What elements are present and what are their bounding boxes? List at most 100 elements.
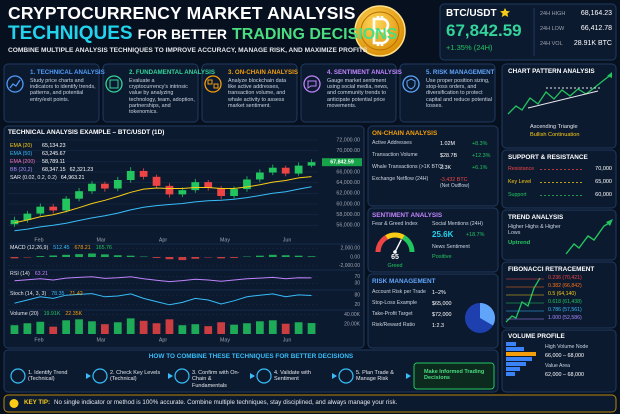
title-part: TECHNIQUES (8, 23, 133, 44)
panel-title: CHART PATTERN ANALYSIS (508, 68, 595, 75)
stat-value: 28.91K BTC (573, 40, 612, 47)
indicator-bar (204, 326, 213, 334)
y-tick-label: 30 (354, 281, 360, 287)
card (399, 63, 496, 123)
onchain-panel (367, 125, 499, 207)
pattern-panel (501, 63, 617, 149)
technique-title: 5. RISK MANAGEMENT (426, 69, 495, 76)
level-value: 60,000 (595, 192, 612, 198)
news-value: Positive (432, 254, 452, 260)
risk-label: Risk/Reward Ratio (372, 322, 415, 328)
panel-title: SUPPORT & RESISTANCE (508, 154, 588, 161)
indicator-value: 78.35 (51, 291, 65, 297)
price: 67,842.59 (446, 21, 522, 40)
candle-body (88, 183, 96, 192)
y-tick-label: 60,000.00 (336, 201, 360, 207)
y-tick-label: 40.00K (344, 312, 361, 318)
stat-label: 24H LOW (540, 26, 565, 32)
social-value: 25.6K (432, 230, 454, 239)
legend-value: 65,134.23 (42, 143, 66, 149)
indicator-bar (113, 255, 122, 257)
indicator-bar (126, 318, 135, 334)
step-icons (10, 368, 354, 384)
indicator-bar (152, 323, 161, 334)
y-tick-label: 66,000.00 (336, 169, 360, 175)
subtitle: COMBINE MULTIPLE ANALYSIS TECHNIQUES TO … (8, 47, 368, 54)
month-label: Jun (283, 337, 292, 343)
candle-body (281, 167, 290, 174)
price-tag (322, 158, 362, 167)
indicator-bar (294, 255, 303, 257)
candle-body (75, 191, 83, 199)
profile-bar (506, 352, 536, 356)
technique-title: 4. SENTIMENT ANALYSIS (327, 69, 402, 76)
trend-line (565, 221, 612, 255)
indicator-line (14, 276, 312, 283)
steps-panel (3, 349, 499, 393)
arrow (406, 373, 411, 379)
indicator-value: 512.45 (53, 245, 70, 251)
indicator-line (14, 293, 312, 306)
social-label: Social Mentions (24H) (432, 221, 484, 227)
month-label: Apr (159, 337, 167, 343)
indicator-value: 22.35K (65, 311, 83, 317)
stat-value: 68,164.23 (580, 10, 612, 17)
icon (204, 75, 222, 93)
indicator-bar (307, 323, 316, 334)
icon (105, 75, 123, 93)
y-tick-label: -2,000.00 (339, 263, 360, 269)
ticker-panel (439, 3, 617, 61)
indicator-value: 19.91K (43, 311, 61, 317)
ema-line (14, 186, 312, 232)
metric-label: Active Addresses (372, 140, 412, 146)
risk-label: Stop-Loss Example (372, 300, 417, 306)
trend-arrow (606, 219, 613, 226)
indicator-bar (217, 257, 225, 259)
indicator-bar (165, 257, 174, 260)
y-tick-label: 70 (354, 274, 360, 280)
candle-body (256, 172, 264, 180)
pattern-price (507, 73, 613, 115)
step-icon (10, 368, 26, 384)
risk-label: Take-Profit Target (372, 311, 413, 317)
level-label: Key Level (508, 179, 532, 185)
title-line-2: TECHNIQUES FOR BETTER TRADING DECISIONS (8, 23, 397, 45)
indicator-bar (256, 255, 264, 257)
card (201, 63, 298, 123)
indicator-bar (230, 324, 238, 334)
fib-level: 0.786 (57,561) (548, 307, 582, 313)
arrow (86, 373, 91, 379)
metric-note: (Net Outflow) (440, 183, 470, 189)
profile-label: Value Area (545, 363, 570, 369)
step-text: 1. Identify Trend (Technical) (28, 370, 68, 383)
level-label: Resistance (508, 166, 535, 172)
profile-value: 62,000 – 68,000 (545, 372, 584, 378)
sentiment-panel (367, 207, 499, 273)
indicator-bar (178, 257, 187, 261)
indicator-readout: Volume (20) 19.91K 22.35K (10, 311, 82, 317)
trend-state: Uptrend (508, 240, 531, 246)
indicator-bar (23, 323, 32, 334)
y-tick-label: 64,000.00 (336, 180, 360, 186)
indicator-readout: MACD (12,26,9) 512.45 678.21 165.76 (10, 245, 112, 251)
indicator-bar (294, 322, 303, 334)
indicator-bar (113, 322, 122, 334)
gauge-arc (375, 235, 388, 253)
candle-body (126, 170, 135, 180)
y-tick-label: 70,000.00 (336, 148, 360, 154)
indicator-bar (49, 326, 58, 334)
legend-value: 64,963.21 (60, 175, 85, 181)
indicator-bar (178, 325, 187, 334)
icon-glyph (307, 80, 317, 89)
y-tick-label: 58,000.00 (336, 212, 360, 218)
profile-bar (506, 362, 526, 366)
y-tick-label: 62,000.00 (336, 191, 360, 197)
y-tick-label: 72,000.00 (336, 137, 360, 143)
technique-title: 3. ON-CHAIN ANALYSIS (228, 69, 299, 76)
gauge-needle (394, 239, 402, 253)
steps-title: HOW TO COMBINE THESE TECHNIQUES FOR BETT… (148, 353, 354, 360)
indicator-bar (191, 324, 200, 334)
icon (303, 75, 321, 93)
month-label: Mar (96, 237, 105, 243)
candle-body (230, 189, 238, 196)
